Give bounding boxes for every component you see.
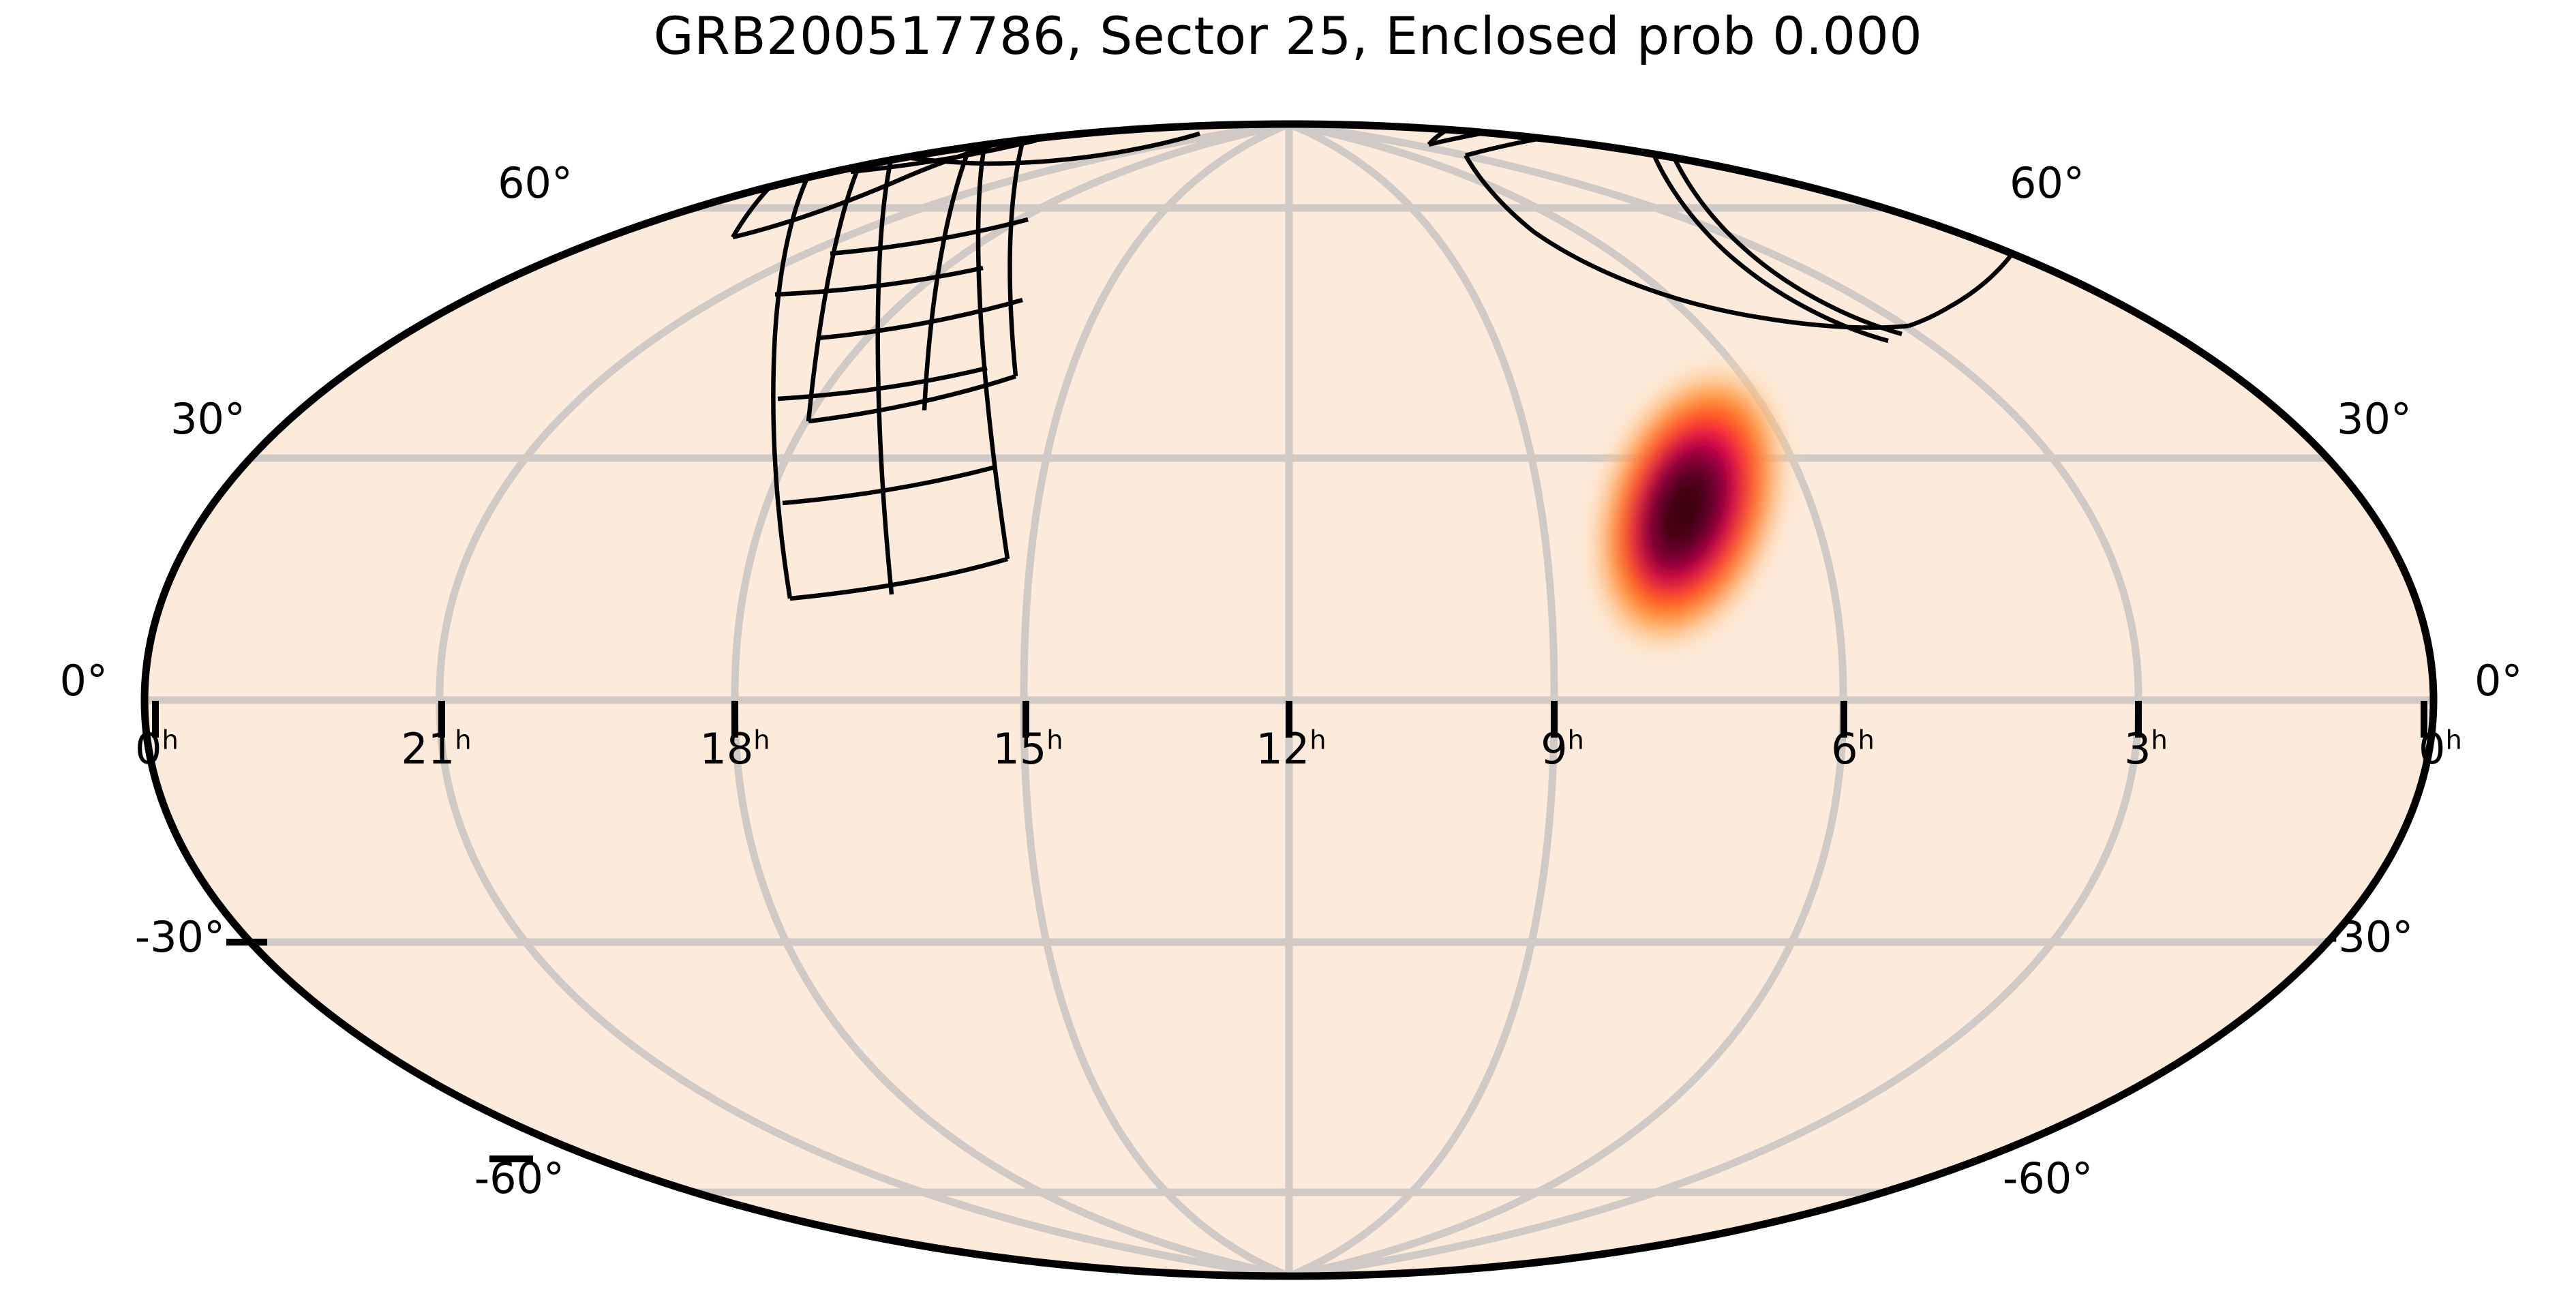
dec-tick-label-left-30: 30° (170, 394, 245, 444)
meridian-lines (436, 124, 2142, 1276)
ra-tick-label-6h: 6h (1831, 724, 1875, 774)
ra-tick-label-12h: 12h (1256, 724, 1327, 774)
dec-tick-label-right-0: 0° (2474, 656, 2523, 706)
tess-camera-footprint-left-upper (806, 124, 1052, 424)
ra-tick-label-0h-right: 0h (2419, 724, 2462, 774)
dec-tick-label-right-minus30: -30° (2323, 912, 2414, 962)
dec-tick-label-left-60: 60° (498, 158, 573, 208)
dec-tick-label-left-minus30: -30° (134, 912, 225, 962)
axis-tick-marks (152, 701, 2427, 1162)
tess-camera-footprint-left (771, 124, 1010, 601)
dec-tick-label-left-minus60: -60° (474, 1153, 564, 1203)
dec-tick-label-right-minus60: -60° (2003, 1153, 2093, 1203)
ra-tick-label-15h: 15h (992, 724, 1063, 774)
ra-tick-label-0h-left: 0h (135, 724, 179, 774)
grb-probability-skymap (1584, 354, 1795, 661)
ra-tick-label-3h: 3h (2124, 724, 2168, 774)
dec-tick-label-left-0: 0° (59, 656, 108, 706)
page-title: GRB200517786, Sector 25, Enclosed prob 0… (653, 5, 1923, 66)
dec-tick-label-right-30: 30° (2337, 394, 2412, 444)
projection-outline (140, 120, 2438, 1280)
ra-tick-label-9h: 9h (1541, 724, 1584, 774)
ra-tick-label-18h: 18h (699, 724, 770, 774)
dec-tick-label-right-60: 60° (2010, 158, 2085, 208)
ra-tick-label-21h: 21h (401, 724, 472, 774)
